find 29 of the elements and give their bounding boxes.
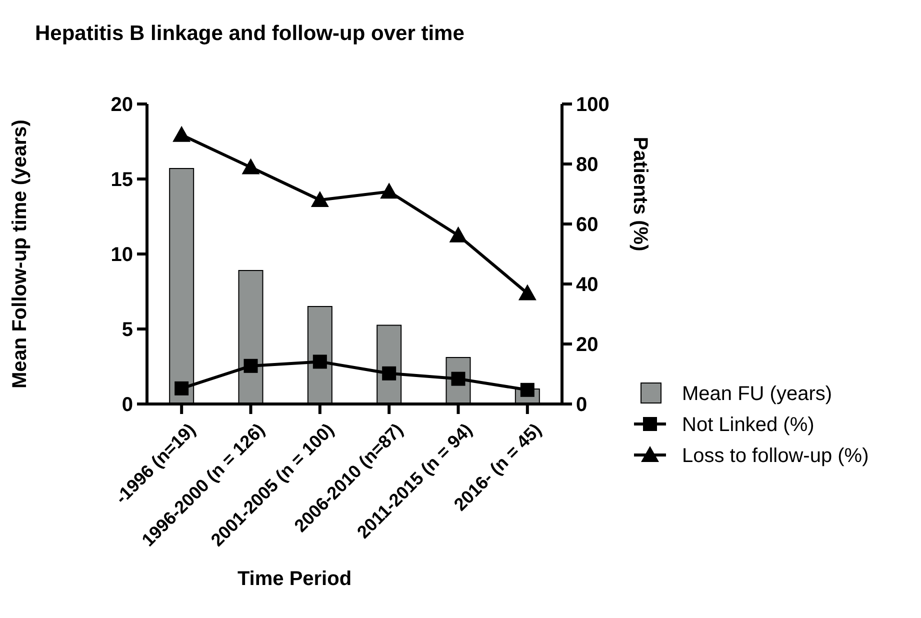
y2-tick-label: 20 (576, 334, 598, 356)
point (312, 354, 327, 369)
point (518, 284, 536, 300)
y-tick-label: 0 (122, 394, 133, 416)
y-tick-label: 15 (110, 169, 133, 191)
y2-tick-label: 100 (576, 94, 610, 116)
y2-tick-label: 80 (576, 154, 598, 176)
x-axis-title: Time Period (237, 568, 352, 590)
point (310, 191, 329, 207)
y2-axis-title: Patients (%) (629, 136, 651, 252)
y2-tick-label: 40 (576, 274, 598, 296)
y-axis-title: Mean Follow-up time (years) (9, 120, 31, 388)
point (449, 226, 468, 242)
point (174, 381, 189, 396)
point (520, 382, 534, 397)
point (172, 126, 191, 142)
legend-label: Loss to follow-up (%) (682, 445, 869, 467)
y-tick-label: 5 (122, 319, 133, 341)
chart-title: Hepatitis B linkage and follow-up over time (35, 22, 464, 45)
point (244, 358, 258, 373)
point (382, 366, 396, 380)
y2-tick-label: 0 (576, 394, 588, 416)
y2-tick-label: 60 (576, 214, 598, 236)
point (380, 182, 398, 199)
y-tick-label: 20 (110, 94, 133, 116)
legend-label: Not Linked (%) (682, 414, 814, 436)
y-tick-label: 10 (110, 244, 133, 266)
legend-label: Mean FU (years) (682, 383, 832, 405)
point (242, 158, 260, 174)
